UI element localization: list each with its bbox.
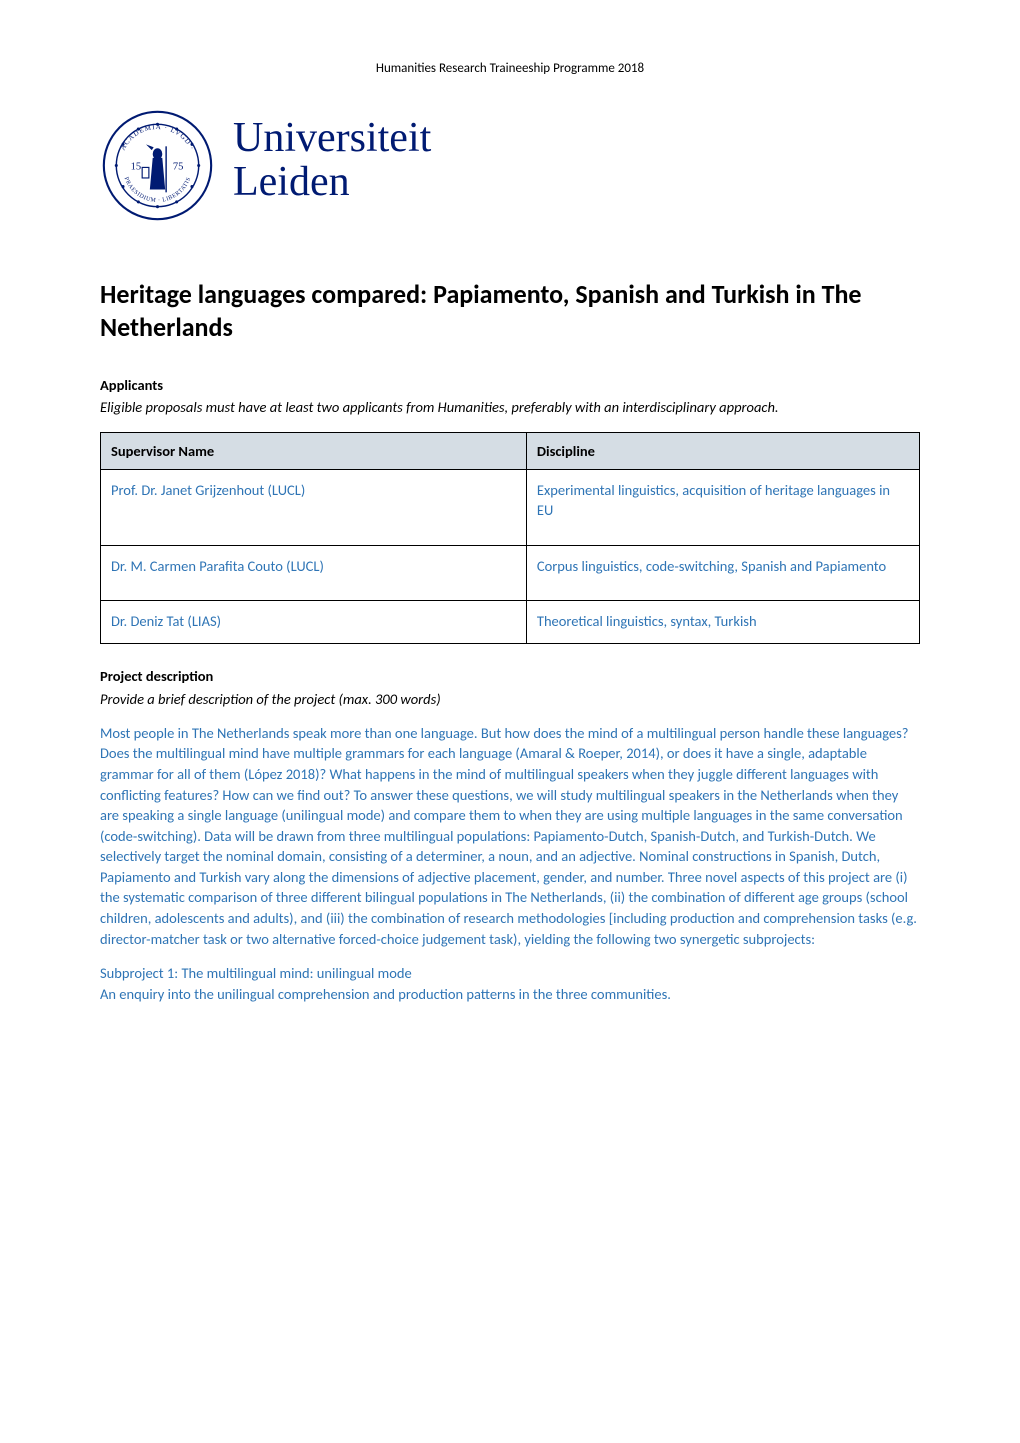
seal-year-left: 15 xyxy=(131,162,142,173)
project-description-body: Most people in The Netherlands speak mor… xyxy=(100,723,920,949)
cell-supervisor-name: Dr. Deniz Tat (LIAS) xyxy=(101,600,527,643)
cell-discipline: Corpus linguistics, code-switching, Span… xyxy=(526,545,919,600)
applicants-heading: Applicants xyxy=(100,375,920,395)
table-row: Dr. Deniz Tat (LIAS) Theoretical linguis… xyxy=(101,600,920,643)
subproject-1-line: An enquiry into the unilingual comprehen… xyxy=(100,984,920,1004)
university-logo: ACADEMIA · LVGD · PRAESIDIUM · LIBERTATI… xyxy=(100,108,920,223)
logo-wordmark: Universiteit Leiden xyxy=(233,108,431,204)
seal-top-text: ACADEMIA · LVGD · xyxy=(119,123,196,152)
th-discipline: Discipline xyxy=(526,432,919,469)
th-supervisor-name: Supervisor Name xyxy=(101,432,527,469)
cell-discipline: Theoretical linguistics, syntax, Turkish xyxy=(526,600,919,643)
logo-line-2: Leiden xyxy=(233,160,431,204)
page-header: Humanities Research Traineeship Programm… xyxy=(100,60,920,78)
supervisor-table: Supervisor Name Discipline Prof. Dr. Jan… xyxy=(100,432,920,644)
project-description-heading: Project description xyxy=(100,666,920,686)
seal-year-right: 75 xyxy=(173,162,184,173)
svg-text:ACADEMIA · LVGD ·: ACADEMIA · LVGD · xyxy=(119,123,196,152)
leiden-seal-icon: ACADEMIA · LVGD · PRAESIDIUM · LIBERTATI… xyxy=(100,108,215,223)
table-header-row: Supervisor Name Discipline xyxy=(101,432,920,469)
cell-supervisor-name: Prof. Dr. Janet Grijzenhout (LUCL) xyxy=(101,470,527,546)
applicants-note: Eligible proposals must have at least tw… xyxy=(100,397,920,417)
table-row: Dr. M. Carmen Parafita Couto (LUCL) Corp… xyxy=(101,545,920,600)
project-description-note: Provide a brief description of the proje… xyxy=(100,689,920,709)
cell-supervisor-name: Dr. M. Carmen Parafita Couto (LUCL) xyxy=(101,545,527,600)
document-title: Heritage languages compared: Papiamento,… xyxy=(100,278,920,343)
table-row: Prof. Dr. Janet Grijzenhout (LUCL) Exper… xyxy=(101,470,920,546)
minerva-figure-icon xyxy=(142,145,166,193)
logo-line-1: Universiteit xyxy=(233,116,431,160)
cell-discipline: Experimental linguistics, acquisition of… xyxy=(526,470,919,546)
subproject-1-title: Subproject 1: The multilingual mind: uni… xyxy=(100,963,920,983)
